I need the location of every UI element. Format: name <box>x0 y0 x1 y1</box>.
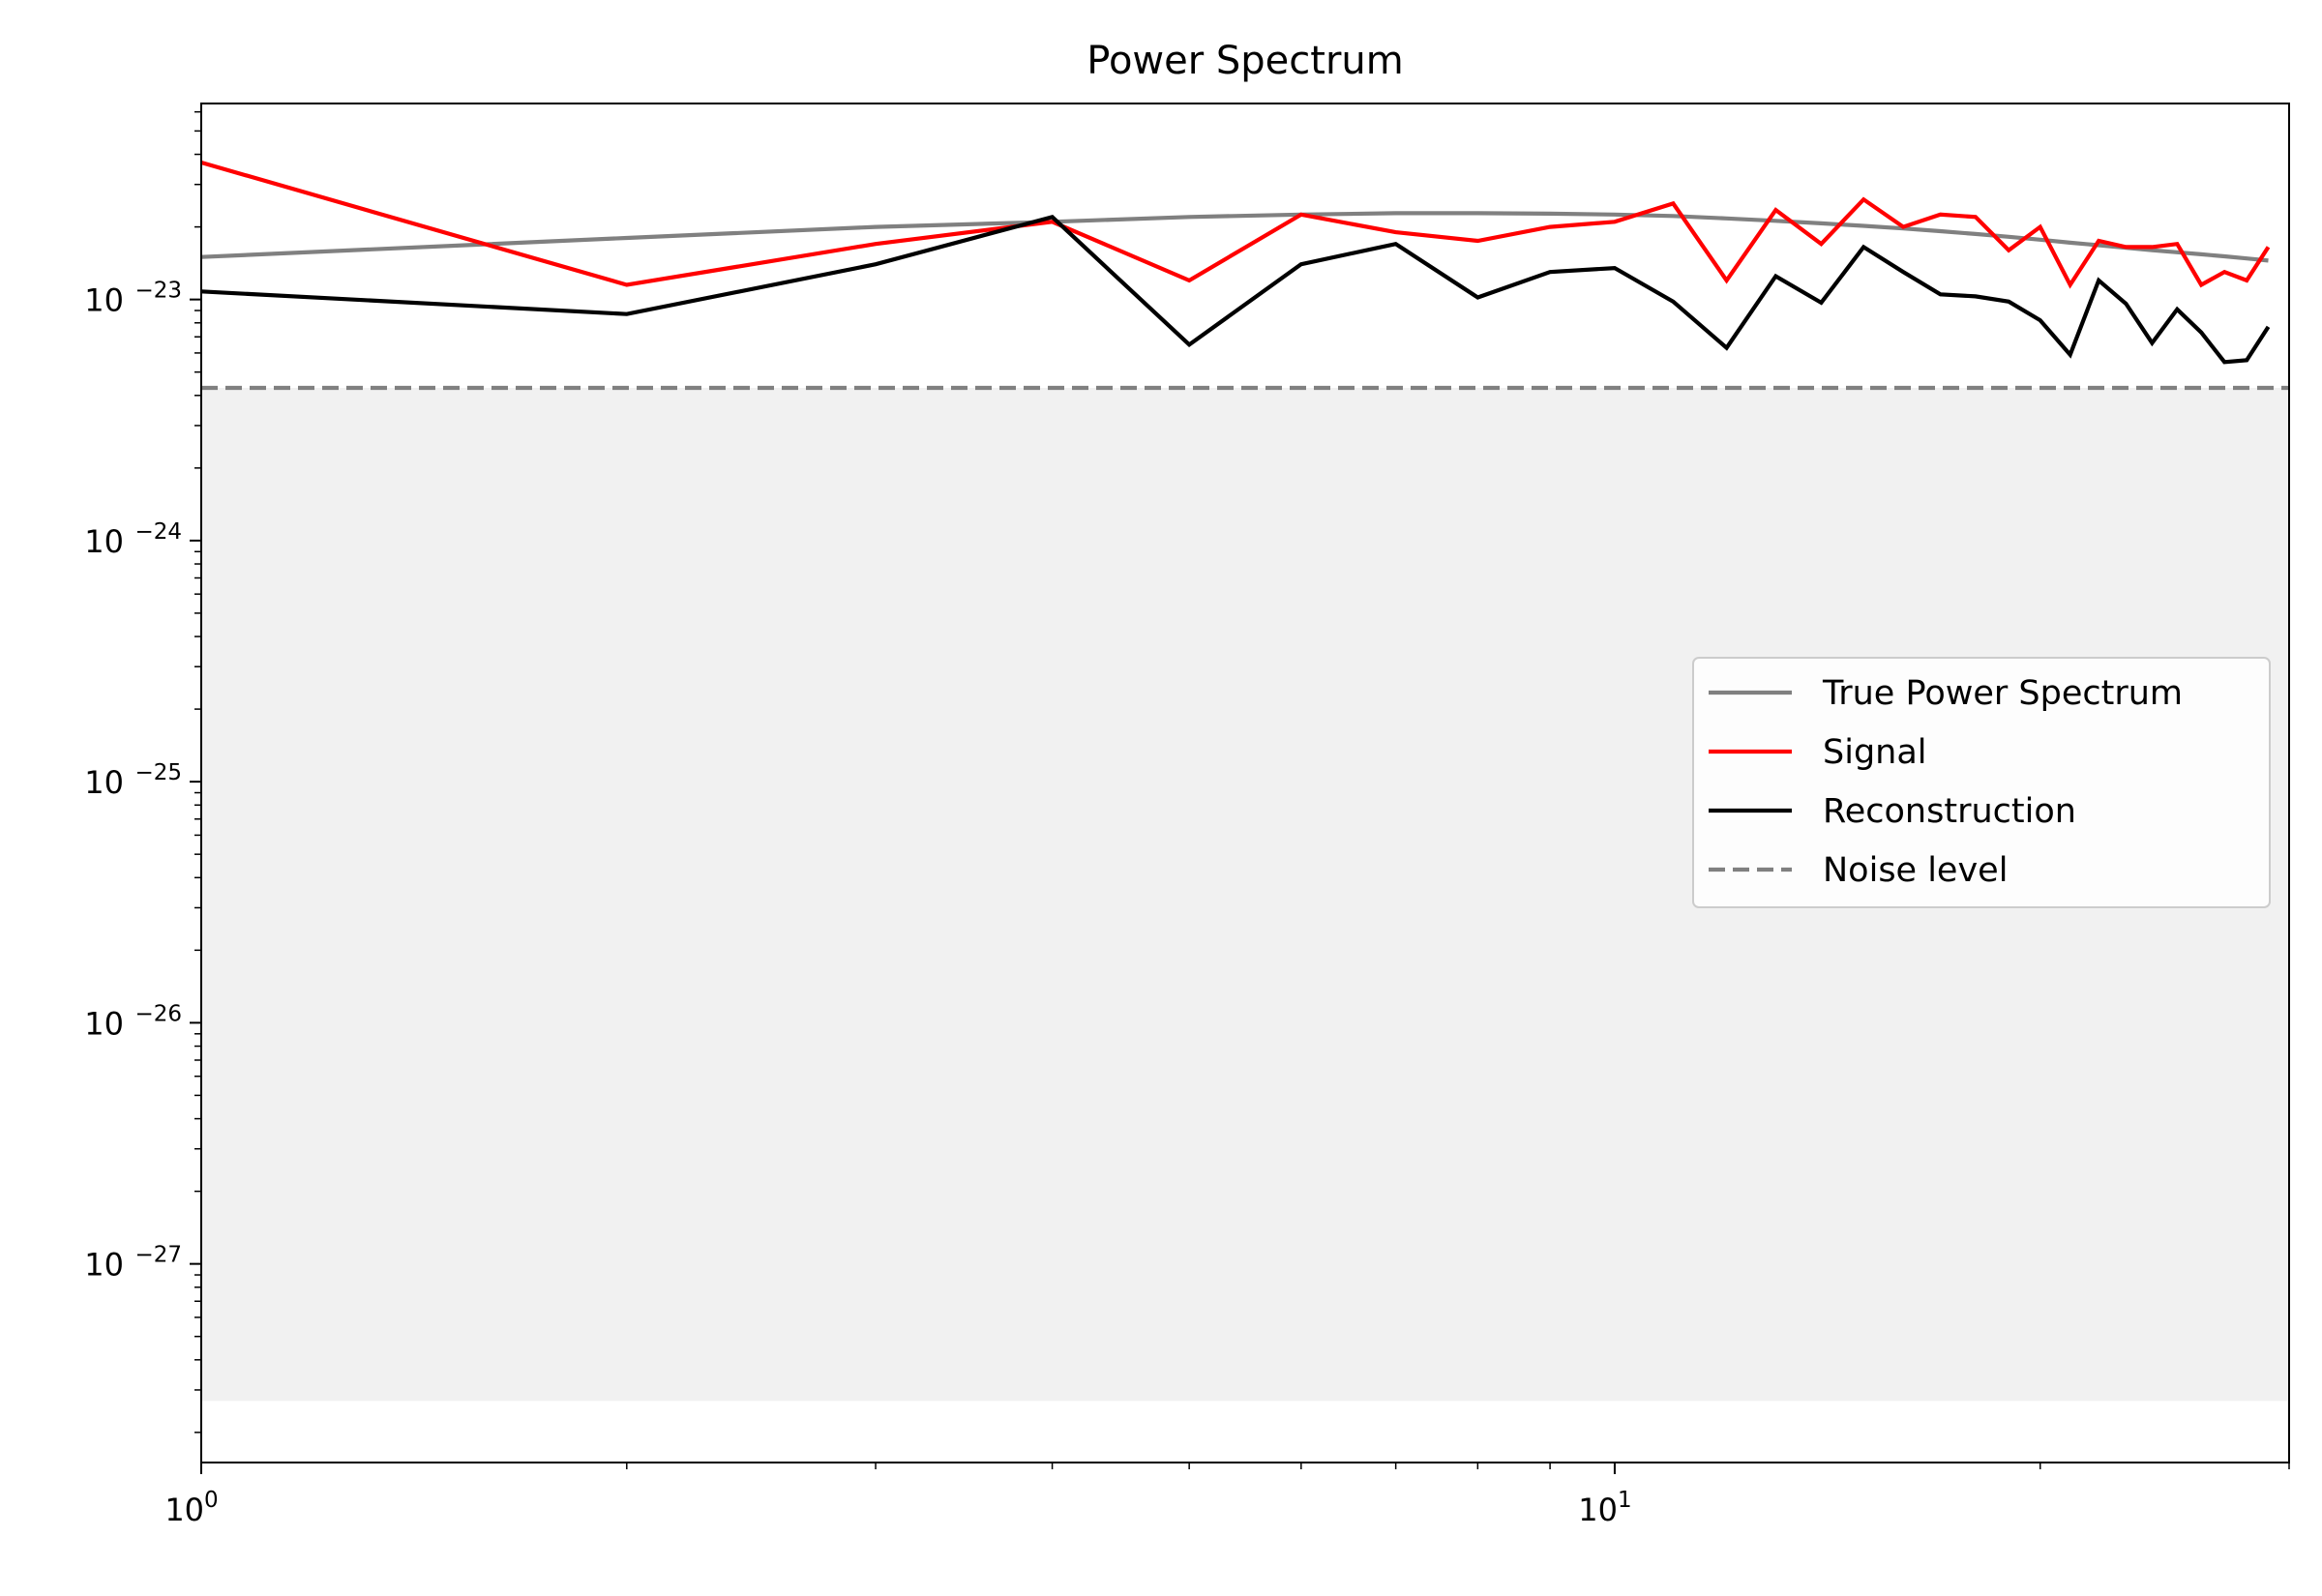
y-tick-label: 10 −23 <box>84 279 182 319</box>
legend-label-noise-level: Noise level <box>1823 851 2008 890</box>
y-tick-label: 10 −26 <box>84 1001 182 1042</box>
series-line-reconstruction <box>200 214 2271 365</box>
plot-frame <box>200 103 2290 1463</box>
legend-label-signal: Signal <box>1823 733 1927 772</box>
x-tick-label: 101 <box>1578 1488 1631 1528</box>
series-line-signal <box>200 160 2271 289</box>
y-tick-label: 10 −27 <box>84 1243 182 1284</box>
legend-label-true-power-spectrum: True Power Spectrum <box>1822 674 2183 713</box>
legend-label-reconstruction: Reconstruction <box>1823 792 2076 831</box>
x-tick-label: 100 <box>164 1488 218 1528</box>
series-layer <box>200 160 2289 391</box>
legend-box <box>1692 657 2271 908</box>
series-line-true-power-spectrum <box>200 211 2269 263</box>
y-tick-label: 10 −25 <box>84 760 182 801</box>
chart-title: Power Spectrum <box>1087 39 1403 83</box>
ticks-layer: 100 101 10−23 10−24 10−25 10−26 10−27 <box>84 110 2290 1528</box>
y-tick-label: 10 −24 <box>84 519 182 560</box>
legend: True Power Spectrum Signal Reconstruction N… <box>1692 657 2271 908</box>
